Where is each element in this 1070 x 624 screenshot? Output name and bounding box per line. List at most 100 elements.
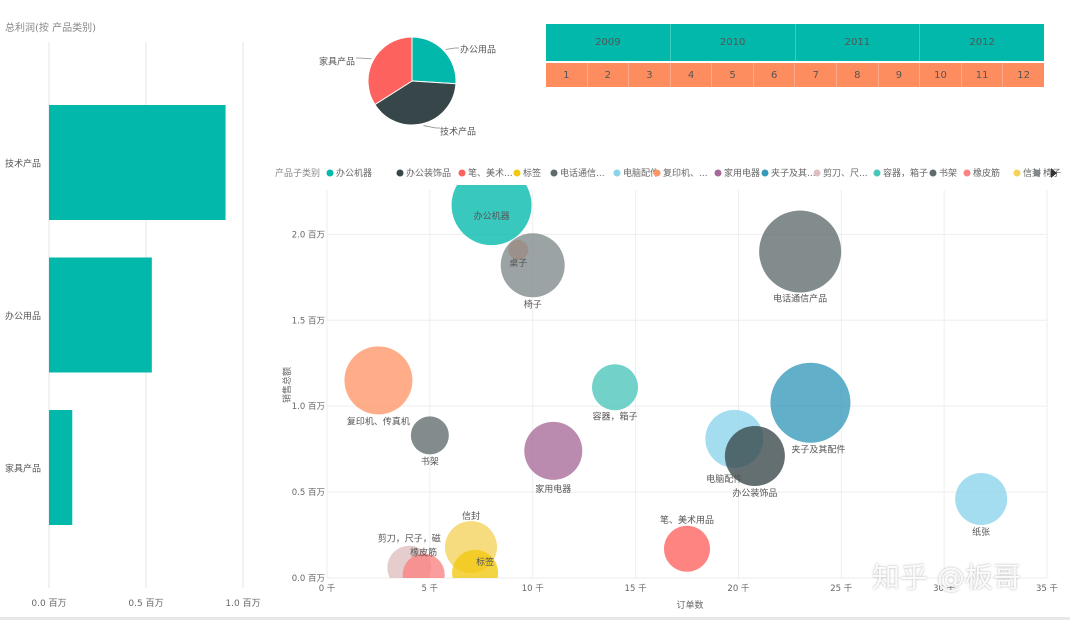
pie-slice-label: 技术产品 (440, 126, 476, 138)
bar-category-label: 家具产品 (5, 463, 41, 475)
slicer-month-7[interactable]: 7 (795, 63, 838, 87)
profit-bar-chart-panel: 总利润(按 产品类别) 0.0 百万 0.5 百万 1.0 百万 技术产品 办公用品 家具产… (0, 0, 270, 620)
slicer-month-8[interactable]: 8 (837, 63, 879, 87)
bubble-11 (524, 421, 583, 480)
date-slicer: 2009 2010 2011 2012 1 2 3 4 5 6 7 8 9 10… (546, 24, 1044, 88)
slicer-month-6[interactable]: 6 (754, 63, 796, 87)
slicer-month-5[interactable]: 5 (712, 63, 754, 87)
bubble-label-13: 笔、美术用品 (660, 514, 714, 526)
bubble-label-15: 标签 (476, 556, 494, 568)
slicer-month-1[interactable]: 1 (546, 63, 588, 87)
bubble-label-17: 橡皮筋 (410, 547, 437, 559)
bubble-label-5: 复印机、传真机 (347, 415, 410, 427)
legend-label-1: 办公机器 (336, 167, 372, 179)
scatter-x-tick-label: 15 千 (625, 583, 648, 594)
legend-label-4: 标签 (523, 167, 541, 179)
watermark: 知乎 @板哥 (872, 561, 1021, 594)
legend-marker-3 (458, 169, 466, 177)
bubble-label-2: 桌子 (509, 257, 527, 269)
scatter-y-tick-label: 1.0 百万 (292, 402, 325, 412)
bar-category-label: 技术产品 (5, 158, 41, 170)
bar-chart-title: 总利润(按 产品类别) (5, 21, 96, 34)
slicer-year-2009[interactable]: 2009 (546, 24, 671, 61)
pie-slice-label: 家具产品 (319, 56, 355, 68)
bubble-label-8: 书架 (421, 456, 439, 467)
bubble-3 (500, 233, 565, 298)
scatter-x-axis-label: 订单数 (676, 599, 703, 611)
scatter-y-axis-label: 销售总额 (281, 367, 293, 403)
scatter-bubbles (344, 185, 1008, 578)
legend-marker-6 (613, 169, 621, 177)
year-slicer-row: 2009 2010 2011 2012 (546, 24, 1044, 61)
pie-slice-label: 办公用品 (460, 44, 496, 56)
legend-marker-7 (653, 169, 661, 177)
bubble-label-1: 办公机器 (474, 210, 510, 222)
bubble-5 (344, 346, 413, 415)
legend-label-11: 容器，箱子 (883, 167, 928, 179)
legend-label-10: 剪刀、尺... (823, 167, 868, 179)
legend-marker-11 (873, 169, 881, 177)
scatter-x-tick-label: 10 千 (522, 583, 545, 594)
bar-x-tick-label: 0.0 百万 (31, 598, 66, 609)
legend-marker-8 (714, 169, 722, 177)
bubble-label-11: 家用电器 (535, 483, 571, 495)
bubble-label-10: 办公装饰品 (732, 487, 777, 499)
legend-label-12: 书架 (939, 168, 957, 179)
bubble-label-7: 夹子及其配件 (791, 444, 845, 456)
bubble-label-3: 椅子 (524, 298, 542, 310)
bubble-6 (592, 364, 638, 411)
bubble-7 (770, 362, 851, 443)
slicer-month-4[interactable]: 4 (671, 63, 713, 87)
legend-label-7: 复印机、... (663, 167, 708, 179)
legend-next-arrow-icon (1051, 168, 1057, 178)
scatter-y-tick-label: 0.0 百万 (292, 574, 325, 584)
category-pie-chart-panel: 办公用品技术产品 家具产品 (300, 20, 530, 150)
legend-marker-9 (761, 169, 769, 177)
slicer-month-12[interactable]: 12 (1017, 69, 1031, 81)
scatter-x-tick-label: 35 千 (1036, 583, 1059, 594)
bubble-10 (724, 426, 785, 487)
scatter-y-tick-label: 1.5 百万 (292, 316, 325, 326)
bar-1 (49, 105, 226, 220)
legend-label-6: 电脑配件 (623, 167, 659, 179)
bubble-label-14: 信封 (462, 510, 480, 522)
bubble-4 (759, 210, 842, 293)
bubble-8 (410, 416, 449, 455)
pie-leader-line (445, 47, 459, 50)
legend-marker-14 (1013, 169, 1021, 177)
pie-slice-1 (411, 36, 457, 85)
scatter-y-tick-label: 0.5 百万 (292, 488, 325, 498)
legend-marker-10 (813, 169, 821, 177)
bar-2 (49, 257, 152, 373)
slicer-year-2012[interactable]: 2012 (969, 37, 995, 48)
bar-x-tick-label: 1.0 百万 (225, 598, 260, 609)
scatter-y-tick-label: 2.0 百万 (292, 230, 325, 240)
scatter-x-tick-label: 25 千 (830, 583, 853, 594)
slicer-year-2010[interactable]: 2010 (671, 24, 796, 61)
legend-label-2: 办公装饰品 (406, 167, 451, 179)
bottom-divider (0, 617, 1070, 620)
slicer-month-9[interactable]: 9 (879, 63, 921, 87)
slicer-month-3[interactable]: 3 (629, 63, 671, 87)
scatter-x-tick-label: 30 千 (933, 583, 956, 594)
scatter-legend-title: 产品子类别 (275, 167, 320, 179)
profit-bar-chart: 总利润(按 产品类别) 0.0 百万 0.5 百万 1.0 百万 技术产品办公用品家具产… (5, 21, 261, 609)
bar-x-tick-label: 0.5 百万 (128, 598, 163, 609)
legend-marker-5 (550, 169, 558, 177)
legend-label-8: 家用电器 (724, 167, 760, 179)
slicer-month-2[interactable]: 2 (588, 63, 630, 87)
scatter-x-tick-label: 0 千 (319, 583, 336, 594)
legend-label-3: 笔、美术... (468, 167, 513, 179)
slicer-year-2011[interactable]: 2011 (796, 24, 921, 61)
legend-marker-2 (396, 169, 404, 177)
scatter-x-tick-label: 5 千 (422, 583, 439, 594)
bubble-scatter-chart: 产品子类别 办公机器 办公装饰品 笔、美术... 标签 电话通信... 电脑配件 复印机、..… (275, 167, 1061, 611)
legend-marker-13 (963, 169, 971, 177)
slicer-month-10[interactable]: 10 (920, 63, 962, 87)
pie-leader-line (423, 125, 440, 129)
bubble-12 (955, 472, 1008, 525)
legend-marker-4 (513, 169, 521, 177)
slicer-month-11[interactable]: 11 (962, 63, 1004, 87)
scatter-x-tick-label: 20 千 (727, 583, 750, 594)
